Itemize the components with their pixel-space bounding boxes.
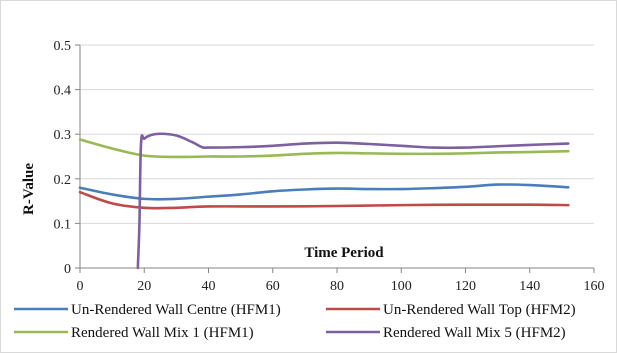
y-tick-label: 0.4 [54, 84, 72, 99]
x-tick-label: 0 [77, 279, 84, 294]
y-tick-label: 0.5 [54, 39, 72, 54]
series-line-2 [78, 190, 570, 210]
legend-entry: Rendered Wall Mix 5 (HFM2) [326, 325, 566, 341]
axes [75, 44, 595, 273]
legend-label: Un-Rendered Wall Top (HFM2) [383, 302, 576, 318]
legend-label: Un-Rendered Wall Centre (HFM1) [71, 302, 281, 318]
legend-label: Rendered Wall Mix 1 (HFM1) [71, 325, 254, 341]
series-line-1 [78, 183, 570, 201]
legend-entry: Un-Rendered Wall Centre (HFM1) [14, 302, 281, 318]
y-tick-label: 0 [64, 262, 71, 277]
x-tick-label: 100 [391, 279, 412, 294]
x-tick-label: 80 [330, 279, 344, 294]
y-tick-label: 0.3 [54, 128, 72, 143]
legend-label: Rendered Wall Mix 5 (HFM2) [383, 325, 566, 341]
x-tick-label: 20 [137, 279, 151, 294]
legend: Un-Rendered Wall Centre (HFM1) Un-Rendere… [14, 302, 576, 341]
x-tick-label: 60 [266, 279, 280, 294]
series-line-4 [136, 132, 570, 270]
tick-labels: 0 0.1 0.2 0.3 0.4 0.5 0 20 40 60 80 100 120 140 160 [54, 39, 605, 294]
x-tick-label: 140 [519, 279, 540, 294]
x-tick-label: 120 [455, 279, 476, 294]
series-line-3 [78, 138, 570, 159]
y-tick-label: 0.2 [54, 173, 72, 188]
series-lines [78, 132, 570, 270]
legend-entry: Rendered Wall Mix 1 (HFM1) [14, 325, 254, 341]
y-axis-label: R-Value [21, 163, 37, 215]
x-tick-label: 160 [584, 279, 605, 294]
x-axis-label: Time Period [304, 245, 384, 261]
y-tick-label: 0.1 [54, 217, 72, 232]
legend-entry: Un-Rendered Wall Top (HFM2) [326, 302, 576, 318]
x-tick-label: 40 [202, 279, 216, 294]
